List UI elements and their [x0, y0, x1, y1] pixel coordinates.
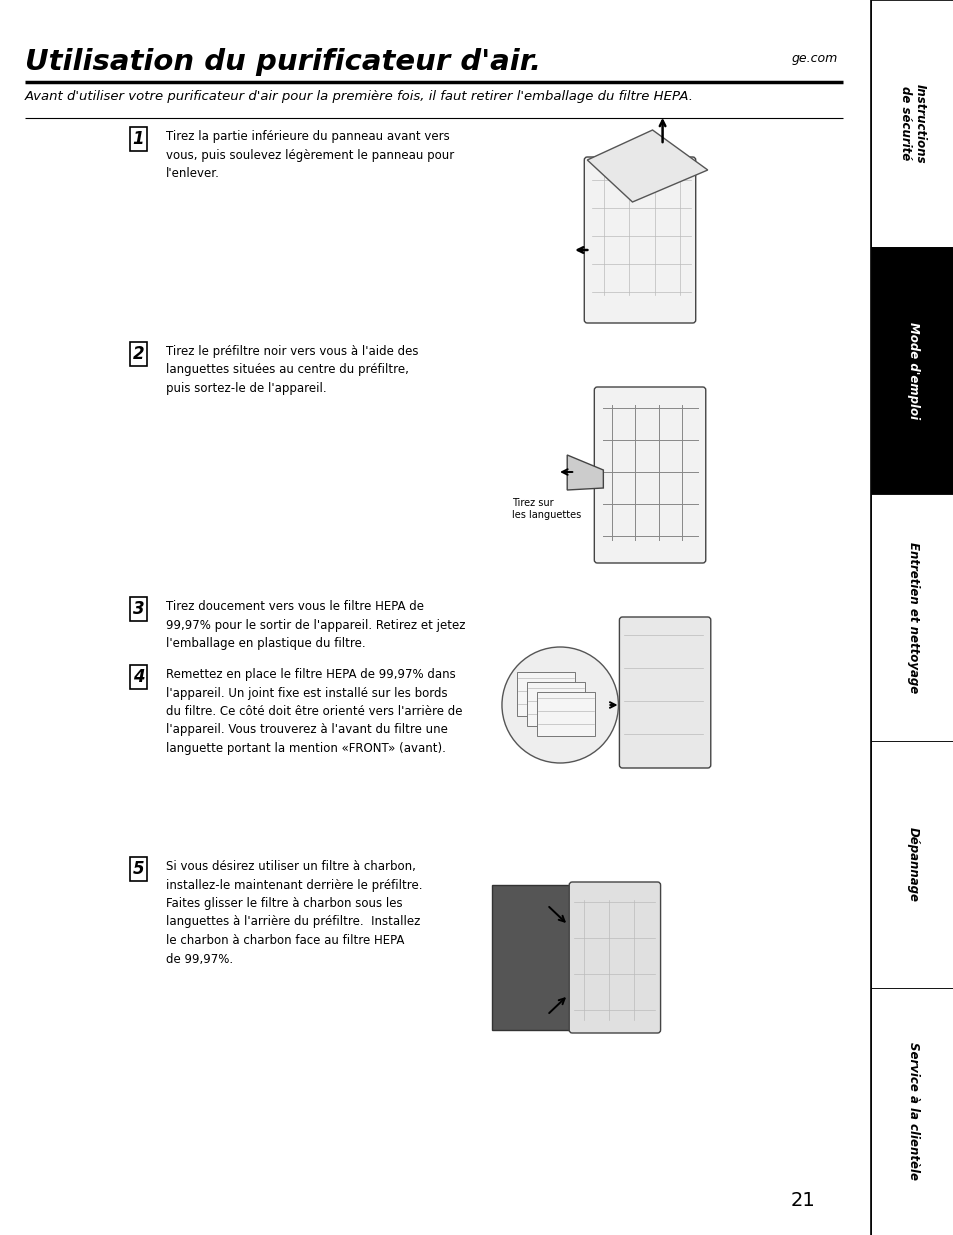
Text: 21: 21	[790, 1191, 815, 1210]
FancyBboxPatch shape	[526, 682, 585, 726]
FancyBboxPatch shape	[569, 882, 659, 1032]
Text: Avant d'utiliser votre purificateur d'air pour la première fois, il faut retirer: Avant d'utiliser votre purificateur d'ai…	[25, 90, 694, 103]
Bar	[870, 494, 953, 741]
Text: 4: 4	[132, 668, 144, 685]
Text: Entretien et nettoyage: Entretien et nettoyage	[905, 542, 919, 693]
Text: Tirez le préfiltre noir vers vous à l'aide des
languettes situées au centre du p: Tirez le préfiltre noir vers vous à l'ai…	[166, 345, 417, 395]
Text: 5: 5	[132, 860, 144, 878]
Text: 3: 3	[132, 600, 144, 618]
Text: Dépannage: Dépannage	[905, 827, 919, 902]
Polygon shape	[587, 130, 707, 203]
FancyBboxPatch shape	[492, 885, 572, 1030]
FancyBboxPatch shape	[583, 157, 695, 324]
Text: Remettez en place le filtre HEPA de 99,97% dans
l'appareil. Un joint fixe est in: Remettez en place le filtre HEPA de 99,9…	[166, 668, 461, 755]
Text: Service à la clientèle: Service à la clientèle	[905, 1042, 919, 1181]
Bar	[870, 741, 953, 988]
Circle shape	[501, 647, 618, 763]
Text: 2: 2	[132, 345, 144, 363]
Polygon shape	[567, 454, 602, 490]
Text: Tirez la partie inférieure du panneau avant vers
vous, puis soulevez légèrement : Tirez la partie inférieure du panneau av…	[166, 130, 454, 180]
Text: Tirez sur
les languettes: Tirez sur les languettes	[512, 498, 580, 520]
FancyBboxPatch shape	[618, 618, 710, 768]
Bar	[870, 988, 953, 1235]
FancyBboxPatch shape	[537, 692, 595, 736]
Bar	[870, 247, 953, 494]
Text: Si vous désirez utiliser un filtre à charbon,
installez-le maintenant derrière l: Si vous désirez utiliser un filtre à cha…	[166, 860, 422, 966]
FancyBboxPatch shape	[517, 672, 575, 716]
Bar	[870, 0, 953, 247]
Text: Mode d'emploi: Mode d'emploi	[905, 322, 919, 419]
Text: Utilisation du purificateur d'air.: Utilisation du purificateur d'air.	[25, 48, 540, 77]
Text: Instructions
de sécurité: Instructions de sécurité	[899, 84, 926, 163]
Text: ge.com: ge.com	[791, 52, 838, 65]
Text: 1: 1	[132, 130, 144, 148]
Text: Tirez doucement vers vous le filtre HEPA de
99,97% pour le sortir de l'appareil.: Tirez doucement vers vous le filtre HEPA…	[166, 600, 465, 650]
FancyBboxPatch shape	[594, 387, 705, 563]
